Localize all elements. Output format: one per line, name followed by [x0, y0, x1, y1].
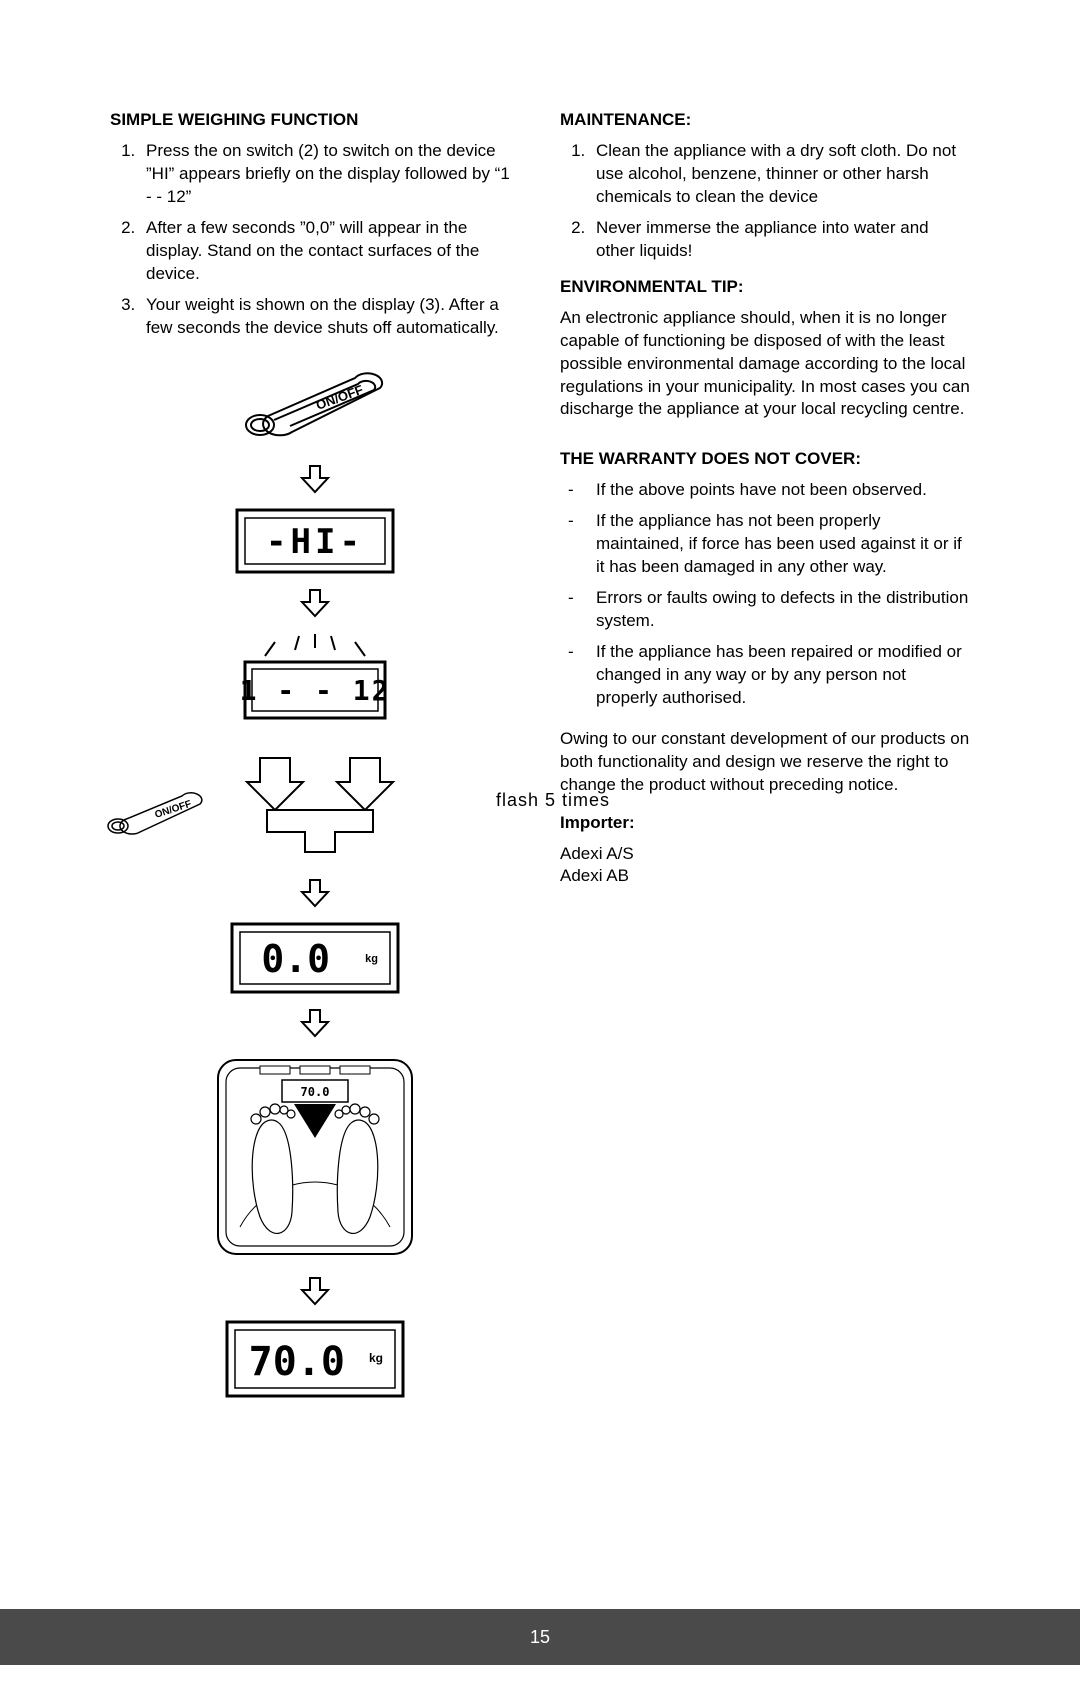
display-00-icon: 0.0 kg [230, 922, 400, 994]
importer-line: Adexi AB [560, 865, 970, 887]
weighing-diagram: ON/OFF -HI- [110, 360, 520, 1398]
display-112-icon: 1 - - 12 [215, 632, 415, 742]
importer-heading: Importer: [560, 813, 970, 833]
importer-line: Adexi A/S [560, 843, 970, 865]
maintenance-list: Clean the appliance with a dry soft clot… [560, 140, 970, 263]
list-item: Press the on switch (2) to switch on the… [140, 140, 520, 209]
left-column: SIMPLE WEIGHING FUNCTION Press the on sw… [110, 110, 520, 1398]
display-700-text: 70.0 [249, 1339, 345, 1385]
display-700-unit: kg [369, 1351, 383, 1365]
page-footer: 15 [0, 1609, 1080, 1665]
display-00-text: 0.0 [261, 937, 330, 981]
warranty-list: If the above points have not been observ… [560, 479, 970, 709]
scale-display-text: 70.0 [301, 1085, 330, 1099]
branch-arrows-icon [175, 754, 455, 864]
arrow-down-icon [298, 462, 332, 496]
list-item: Errors or faults owing to defects in the… [590, 587, 970, 633]
simple-weighing-steps: Press the on switch (2) to switch on the… [110, 140, 520, 340]
list-item: Your weight is shown on the display (3).… [140, 294, 520, 340]
right-column: MAINTENANCE: Clean the appliance with a … [560, 110, 970, 1398]
arrow-down-icon [298, 876, 332, 910]
importer-block: Importer: Adexi A/S Adexi AB [560, 813, 970, 887]
list-item: Clean the appliance with a dry soft clot… [590, 140, 970, 209]
environmental-text: An electronic appliance should, when it … [560, 307, 970, 422]
list-item: If the appliance has not been properly m… [590, 510, 970, 579]
onoff-switch-icon: ON/OFF [230, 360, 400, 450]
simple-weighing-heading: SIMPLE WEIGHING FUNCTION [110, 110, 520, 130]
display-hi-icon: -HI- [235, 508, 395, 574]
list-item: If the above points have not been observ… [590, 479, 970, 502]
branch-row: ON/OFF flash 5 times [110, 754, 520, 864]
page-number: 15 [530, 1627, 550, 1648]
scale-device-icon: 70.0 [210, 1052, 420, 1262]
onoff-switch-small-icon: ON/OFF [100, 784, 210, 844]
warranty-heading: THE WARRANTY DOES NOT COVER: [560, 449, 970, 469]
display-700-icon: 70.0 kg [225, 1320, 405, 1398]
arrow-down-icon [298, 1274, 332, 1308]
flash-label: flash 5 times [496, 790, 610, 811]
notice-text: Owing to our constant development of our… [560, 728, 970, 797]
maintenance-heading: MAINTENANCE: [560, 110, 970, 130]
display-hi-text: -HI- [266, 522, 364, 562]
switch-label-small: ON/OFF [154, 798, 193, 820]
page-content: SIMPLE WEIGHING FUNCTION Press the on sw… [0, 0, 1080, 1398]
list-item: Never immerse the appliance into water a… [590, 217, 970, 263]
arrow-down-icon [298, 1006, 332, 1040]
arrow-down-icon [298, 586, 332, 620]
list-item: After a few seconds ”0,0” will appear in… [140, 217, 520, 286]
list-item: If the appliance has been repaired or mo… [590, 641, 970, 710]
display-112-text: 1 - - 12 [240, 674, 391, 707]
environmental-heading: ENVIRONMENTAL TIP: [560, 277, 970, 297]
display-00-unit: kg [365, 953, 378, 965]
